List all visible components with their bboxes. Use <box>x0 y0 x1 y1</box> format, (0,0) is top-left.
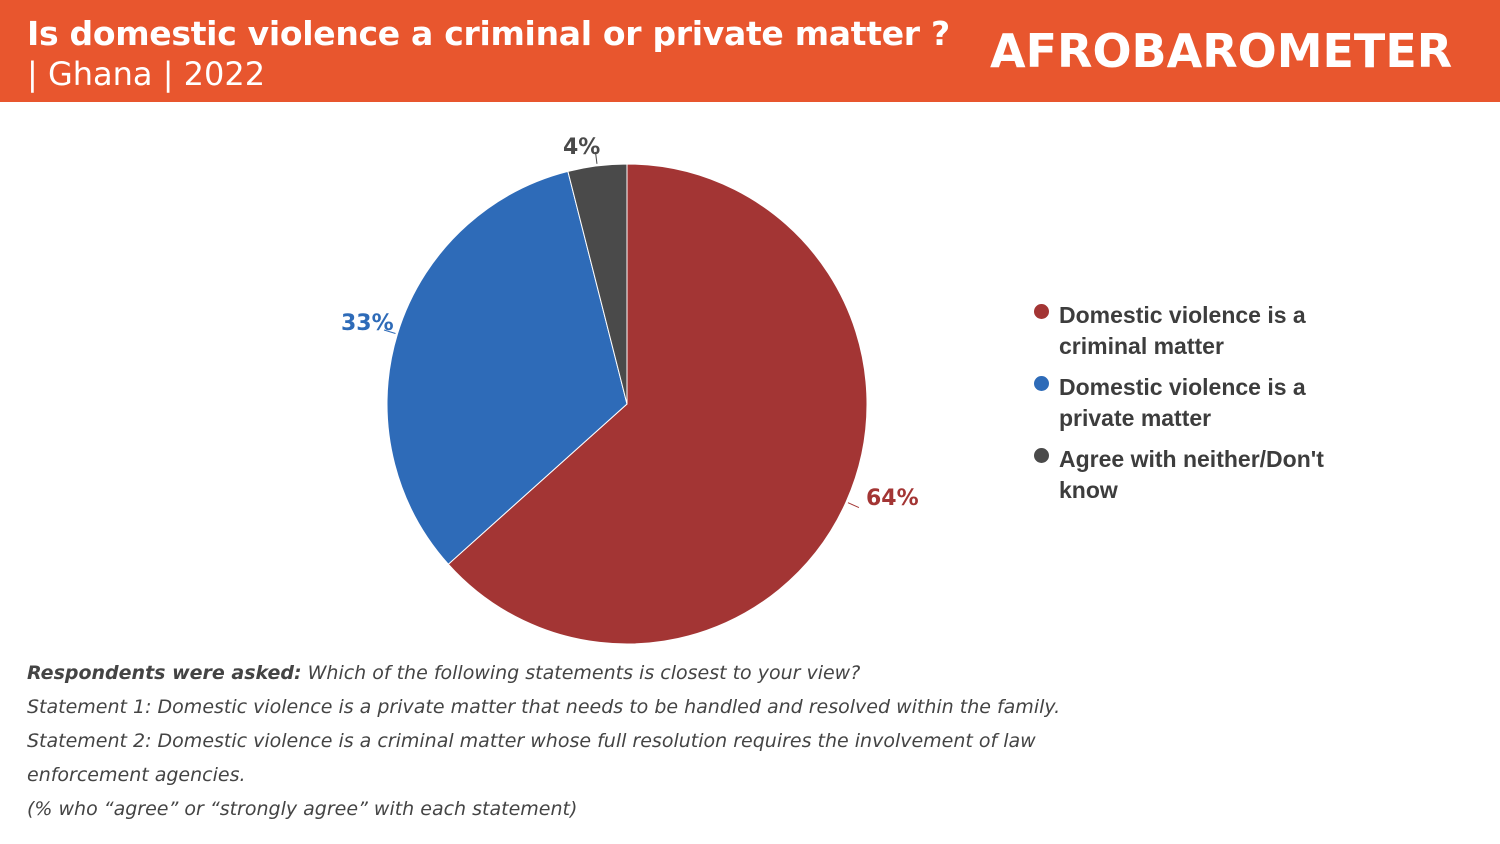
survey-notes: Respondents were asked: Which of the fol… <box>27 656 1127 826</box>
footnote: (% who “agree” or “strongly agree” with … <box>27 798 578 820</box>
statement-2: Statement 2: Domestic violence is a crim… <box>27 730 1036 786</box>
pie-slice-neither <box>567 163 628 405</box>
leader-line-neither <box>594 151 598 164</box>
data-label-private: 33% <box>341 311 394 336</box>
pie-slice-private <box>386 170 628 565</box>
legend-item: Domestic violence is a criminal matter <box>1032 300 1352 362</box>
chart-title: Is domestic violence a criminal or priva… <box>27 14 950 53</box>
asked-label: Respondents were asked: <box>27 662 302 684</box>
statement-1: Statement 1: Domestic violence is a priv… <box>27 696 1061 718</box>
asked-text: Which of the following statements is clo… <box>301 662 861 684</box>
legend-marker <box>1034 304 1049 319</box>
afrobarometer-logo: AFROBAROMETER <box>990 24 1453 78</box>
legend-label: Domestic violence is a private matter <box>1059 374 1306 431</box>
legend-label: Agree with neither/Don't know <box>1059 446 1324 503</box>
data-label-neither: 4% <box>563 135 601 160</box>
leader-line-private <box>383 329 396 335</box>
header-bar: Is domestic violence a criminal or priva… <box>0 0 1500 102</box>
pie-slice-criminal <box>447 163 868 645</box>
legend-item: Agree with neither/Don't know <box>1032 444 1352 506</box>
leader-line-criminal <box>847 502 860 509</box>
legend-label: Domestic violence is a criminal matter <box>1059 302 1306 359</box>
chart-subtitle: | Ghana | 2022 <box>27 55 266 93</box>
legend-item: Domestic violence is a private matter <box>1032 372 1352 434</box>
question-line: Respondents were asked: Which of the fol… <box>27 656 1127 690</box>
legend-marker <box>1034 376 1049 391</box>
data-label-criminal: 64% <box>866 486 919 511</box>
legend: Domestic violence is a criminal matter D… <box>1032 300 1352 516</box>
legend-marker <box>1034 448 1049 463</box>
